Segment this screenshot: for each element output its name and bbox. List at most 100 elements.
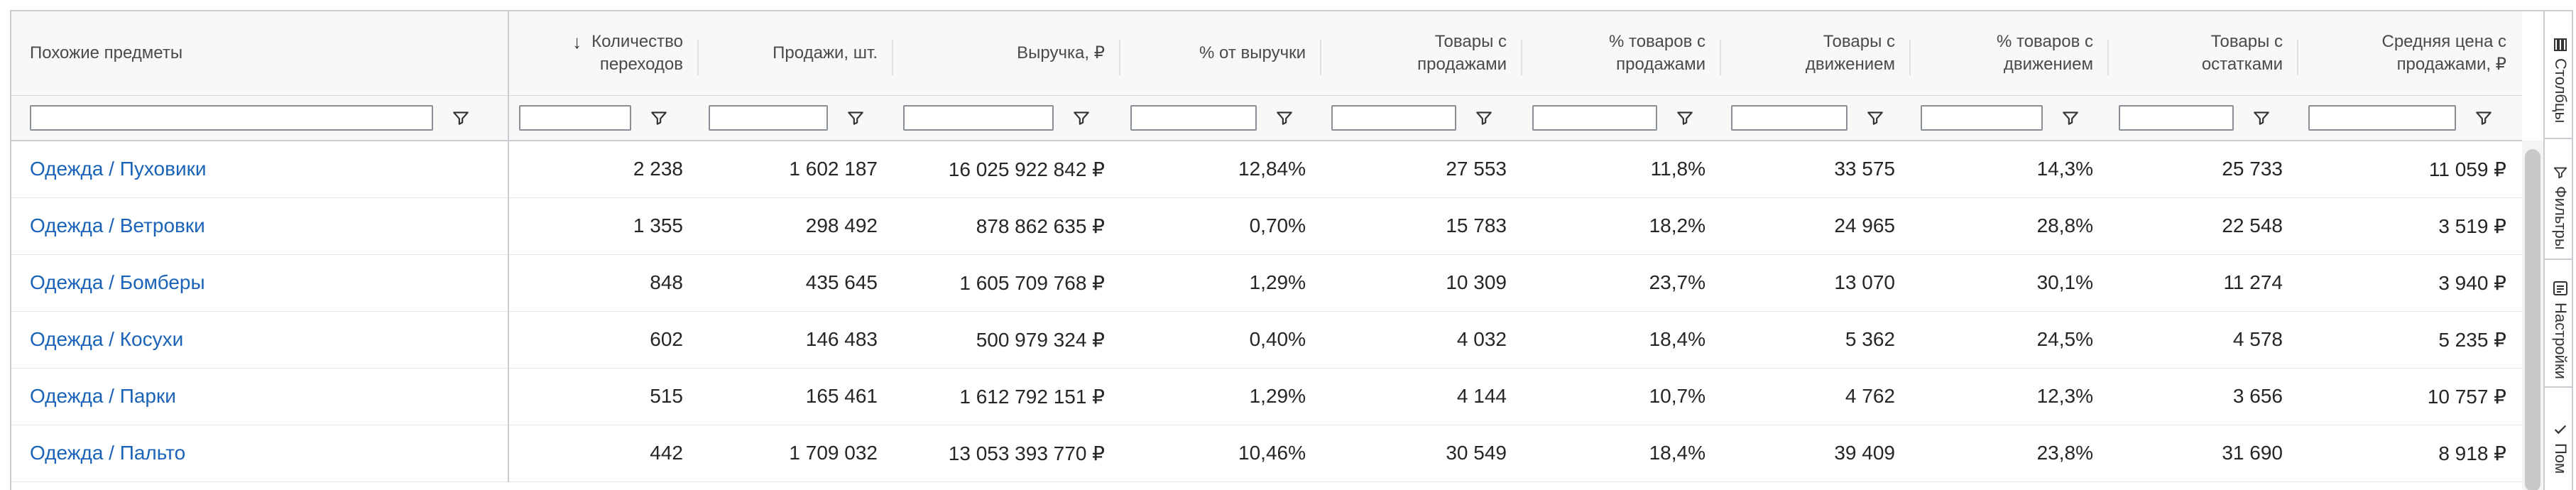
cell-items-with-movement: 39 409 <box>1721 425 1911 482</box>
cell-items-in-stock: 4 578 <box>2109 311 2298 369</box>
cell-items-with-sales: 27 553 <box>1321 141 1522 198</box>
column-separator[interactable] <box>1521 40 1522 75</box>
filter-icon[interactable] <box>846 109 865 127</box>
cell-sales: 165 461 <box>699 368 893 425</box>
cell-revenue: 13 053 393 770 ₽ <box>893 425 1120 482</box>
filter-cell <box>1522 95 1721 141</box>
filter-icon[interactable] <box>452 109 470 127</box>
column-header-items-with-sales-pct[interactable]: % товаров с продажами <box>1522 11 1721 96</box>
filter-icon[interactable] <box>2474 109 2493 127</box>
side-tab-more-label: Пом <box>2552 443 2570 474</box>
filter-icon[interactable] <box>2061 109 2080 127</box>
filter-icon[interactable] <box>2252 109 2271 127</box>
side-tab-columns[interactable]: Столбцы <box>2545 11 2572 139</box>
filter-input-items-with-movement-pct[interactable] <box>1921 104 2043 131</box>
filter-input-clicks[interactable] <box>519 104 631 131</box>
table-row[interactable]: Одежда / Пуховики 2 238 1 602 187 16 025 92… <box>11 141 2522 198</box>
column-header-revenue[interactable]: Выручка, ₽ <box>893 11 1120 96</box>
filter-cell <box>699 95 893 141</box>
checkmark-icon <box>2554 425 2567 435</box>
column-separator[interactable] <box>697 40 699 75</box>
cell-items-with-sales: 10 309 <box>1321 254 1522 312</box>
cell-similar-item: Одежда / Парки <box>11 368 509 425</box>
column-header-items-in-stock[interactable]: Товары с остатками <box>2109 11 2298 96</box>
column-header-items-with-movement[interactable]: Товары с движением <box>1721 11 1911 96</box>
side-tab-more[interactable]: Пом <box>2545 388 2572 490</box>
column-header-items-with-sales[interactable]: Товары с продажами <box>1321 11 1522 96</box>
similar-item-link[interactable]: Одежда / Пуховики <box>30 158 207 180</box>
similar-item-link[interactable]: Одежда / Парки <box>30 385 176 407</box>
cell-items-with-sales-pct: 23,7% <box>1522 254 1721 312</box>
column-header-avg-price[interactable]: Средняя цена с продажами, ₽ <box>2298 11 2522 96</box>
settings-icon <box>2553 281 2567 295</box>
column-separator[interactable] <box>1119 40 1120 75</box>
column-separator[interactable] <box>1909 40 1911 75</box>
column-header-clicks[interactable]: ↓ Количество переходов <box>508 11 699 96</box>
column-separator[interactable] <box>1320 40 1321 75</box>
column-separator[interactable] <box>1720 40 1721 75</box>
side-panel: Столбцы Фильтры Настройки Пом <box>2543 11 2572 490</box>
filter-icon[interactable] <box>650 109 668 127</box>
cell-avg-price: 3 519 ₽ <box>2298 197 2522 255</box>
side-tab-settings-label: Настройки <box>2552 303 2570 379</box>
cell-avg-price: 11 059 ₽ <box>2298 141 2522 198</box>
filter-icon[interactable] <box>1866 109 1884 127</box>
filter-input-revenue-share[interactable] <box>1130 104 1257 131</box>
cell-clicks: 848 <box>508 254 699 312</box>
filter-cell <box>508 95 699 141</box>
table-row[interactable]: Одежда / Косухи 602 146 483 500 979 324 ₽0,… <box>11 311 2522 369</box>
column-header-similar-items[interactable]: Похожие предметы <box>11 11 509 96</box>
filter-icon[interactable] <box>1275 109 1294 127</box>
column-separator[interactable] <box>892 40 893 75</box>
filter-icon[interactable] <box>1676 109 1694 127</box>
similar-item-link[interactable]: Одежда / Бомберы <box>30 271 205 293</box>
cell-avg-price: 8 918 ₽ <box>2298 425 2522 482</box>
cell-similar-item: Одежда / Пальто <box>11 425 509 482</box>
cell-avg-price: 5 235 ₽ <box>2298 311 2522 369</box>
similar-item-link[interactable]: Одежда / Косухи <box>30 328 184 350</box>
cell-items-with-movement: 33 575 <box>1721 141 1911 198</box>
cell-revenue-share: 1,29% <box>1120 254 1321 312</box>
filter-icon <box>2553 167 2567 179</box>
scrollbar-thumb[interactable] <box>2525 149 2540 490</box>
filter-input-revenue[interactable] <box>903 104 1054 131</box>
filter-input-items-in-stock[interactable] <box>2119 104 2234 131</box>
filter-row <box>11 95 2522 141</box>
filter-input-similar-items[interactable] <box>30 104 433 131</box>
cell-items-in-stock: 25 733 <box>2109 141 2298 198</box>
cell-items-in-stock: 22 548 <box>2109 197 2298 255</box>
filter-input-avg-price[interactable] <box>2308 104 2456 131</box>
column-header-sales[interactable]: Продажи, шт. <box>699 11 893 96</box>
column-separator[interactable] <box>2297 40 2298 75</box>
table-row[interactable]: Одежда / Парки 515 165 461 1 612 792 151 ₽1… <box>11 368 2522 425</box>
filter-input-items-with-sales-pct[interactable] <box>1532 104 1657 131</box>
cell-items-with-movement-pct: 23,8% <box>1911 425 2109 482</box>
cell-items-in-stock: 31 690 <box>2109 425 2298 482</box>
filter-icon[interactable] <box>1475 109 1493 127</box>
cell-items-with-movement: 5 362 <box>1721 311 1911 369</box>
filter-input-items-with-sales[interactable] <box>1331 104 1456 131</box>
cell-clicks: 2 238 <box>508 141 699 198</box>
column-header-items-with-movement-pct[interactable]: % товаров с движением <box>1911 11 2109 96</box>
similar-item-link[interactable]: Одежда / Пальто <box>30 442 186 464</box>
sort-desc-icon[interactable]: ↓ <box>572 31 582 53</box>
column-separator[interactable] <box>2107 40 2109 75</box>
filter-input-sales[interactable] <box>709 104 828 131</box>
cell-sales: 1 709 032 <box>699 425 893 482</box>
filter-cell <box>1721 95 1911 141</box>
side-tab-filters[interactable]: Фильтры <box>2545 139 2572 260</box>
column-header-revenue-share[interactable]: % от выручки <box>1120 11 1321 96</box>
similar-item-link[interactable]: Одежда / Ветровки <box>30 214 205 236</box>
cell-clicks: 1 355 <box>508 197 699 255</box>
cell-items-with-sales: 4 144 <box>1321 368 1522 425</box>
cell-revenue-share: 0,40% <box>1120 311 1321 369</box>
cell-clicks: 442 <box>508 425 699 482</box>
cell-items-in-stock: 11 274 <box>2109 254 2298 312</box>
table-row[interactable]: Одежда / Пальто 442 1 709 032 13 053 393 77… <box>11 425 2522 482</box>
filter-icon[interactable] <box>1072 109 1091 127</box>
table-row[interactable]: Одежда / Ветровки 1 355 298 492 878 862 635… <box>11 197 2522 255</box>
table-row[interactable]: Одежда / Бомберы 848 435 645 1 605 709 768 … <box>11 254 2522 312</box>
filter-input-items-with-movement[interactable] <box>1731 104 1848 131</box>
side-tab-settings[interactable]: Настройки <box>2545 260 2572 388</box>
side-tab-columns-label: Столбцы <box>2552 58 2570 124</box>
